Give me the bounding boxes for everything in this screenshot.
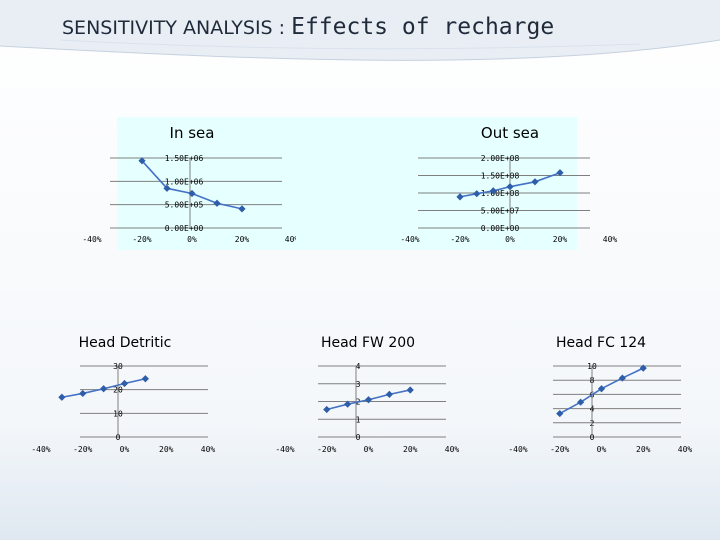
data-point — [456, 193, 464, 201]
y-tick-label: 5.00E+05 — [165, 201, 204, 210]
data-point — [323, 405, 331, 414]
y-tick-label: 0.00E+00 — [165, 224, 204, 233]
data-point — [213, 199, 221, 207]
x-tick-label: -40% — [275, 445, 294, 454]
x-tick-label: -40% — [82, 235, 101, 244]
y-tick-label: 4 — [356, 362, 361, 371]
x-tick-label: 40% — [445, 445, 460, 454]
data-point — [531, 178, 539, 186]
data-point — [489, 187, 497, 195]
data-point — [406, 386, 414, 394]
data-point — [473, 190, 481, 198]
chart-title: Out sea — [481, 124, 539, 142]
y-tick-label: 3 — [356, 380, 361, 389]
x-tick-label: 20% — [403, 445, 418, 454]
data-point — [344, 400, 352, 408]
y-tick-label: 5.00E+07 — [481, 207, 520, 216]
data-point — [577, 398, 585, 406]
chart-in_sea: In sea 1.50E+06 1.00E+06 5.00E+05 0.00E+00 -4… — [82, 117, 299, 250]
data-point — [100, 385, 108, 393]
data-point — [188, 189, 196, 198]
data-point — [556, 409, 564, 418]
data-point — [364, 396, 373, 404]
x-tick-label: 0% — [364, 445, 374, 454]
chart-title: Head FC 124 — [556, 335, 646, 351]
x-tick-label: 20% — [159, 445, 174, 454]
x-tick-label: 20% — [636, 445, 651, 454]
x-tick-label: -20% — [317, 445, 336, 454]
x-tick-label: 0% — [505, 235, 515, 244]
x-tick-label: -40% — [400, 235, 419, 244]
data-point — [141, 375, 149, 383]
data-point — [385, 390, 393, 398]
x-tick-label: 0% — [187, 235, 197, 244]
x-tick-label: -40% — [508, 445, 527, 454]
x-tick-label: -20% — [73, 445, 92, 454]
x-tick-label: -20% — [132, 235, 151, 244]
chart-title: In sea — [170, 124, 215, 142]
x-tick-label: -20% — [550, 445, 569, 454]
y-tick-label: 0 — [116, 433, 121, 442]
x-tick-label: 0% — [597, 445, 607, 454]
y-tick-label: 1 — [356, 415, 361, 424]
data-point — [138, 157, 146, 165]
x-tick-label: 40% — [201, 445, 216, 454]
data-point — [556, 169, 564, 177]
data-point — [618, 374, 626, 382]
data-point — [79, 389, 87, 398]
x-tick-label: 40% — [603, 235, 618, 244]
x-tick-label: 40% — [285, 235, 300, 244]
y-tick-label: 0 — [590, 433, 595, 442]
page-title-part2: Effects of recharge — [291, 14, 555, 40]
x-tick-label: -40% — [31, 445, 50, 454]
x-tick-label: -20% — [450, 235, 469, 244]
y-tick-label: 1.00E+08 — [481, 189, 520, 198]
y-tick-label: 1.00E+06 — [165, 177, 204, 186]
page-title-part1: SENSITIVITY ANALYSIS : — [62, 17, 292, 39]
chart-title: Head FW 200 — [321, 335, 415, 351]
data-point — [163, 184, 171, 192]
data-point — [506, 183, 514, 191]
x-tick-label: 20% — [553, 235, 568, 244]
y-tick-label: 2.00E+08 — [481, 154, 520, 163]
x-tick-label: 20% — [235, 235, 250, 244]
chart-head_fc124: Head FC 1241086420-40%-20%0%20%40% — [508, 335, 692, 454]
x-tick-label: 40% — [678, 445, 693, 454]
data-point — [58, 393, 66, 401]
data-point — [639, 364, 647, 372]
data-point — [597, 385, 606, 393]
chart-out_sea: Out sea 2.00E+08 1.50E+08 1.00E+08 5.00E+07 0… — [296, 117, 617, 250]
x-tick-label: 0% — [120, 445, 130, 454]
y-tick-label: 1.50E+06 — [165, 154, 204, 163]
y-tick-label: 1.50E+08 — [481, 172, 520, 181]
data-point — [120, 379, 129, 388]
chart-title: Head Detritic — [79, 335, 172, 351]
y-tick-label: 0 — [356, 433, 361, 442]
page-title: SENSITIVITY ANALYSIS : Effects of rechar… — [62, 14, 554, 40]
header-decoration — [0, 0, 720, 61]
y-tick-label: 0.00E+00 — [481, 224, 520, 233]
data-point — [238, 205, 246, 213]
